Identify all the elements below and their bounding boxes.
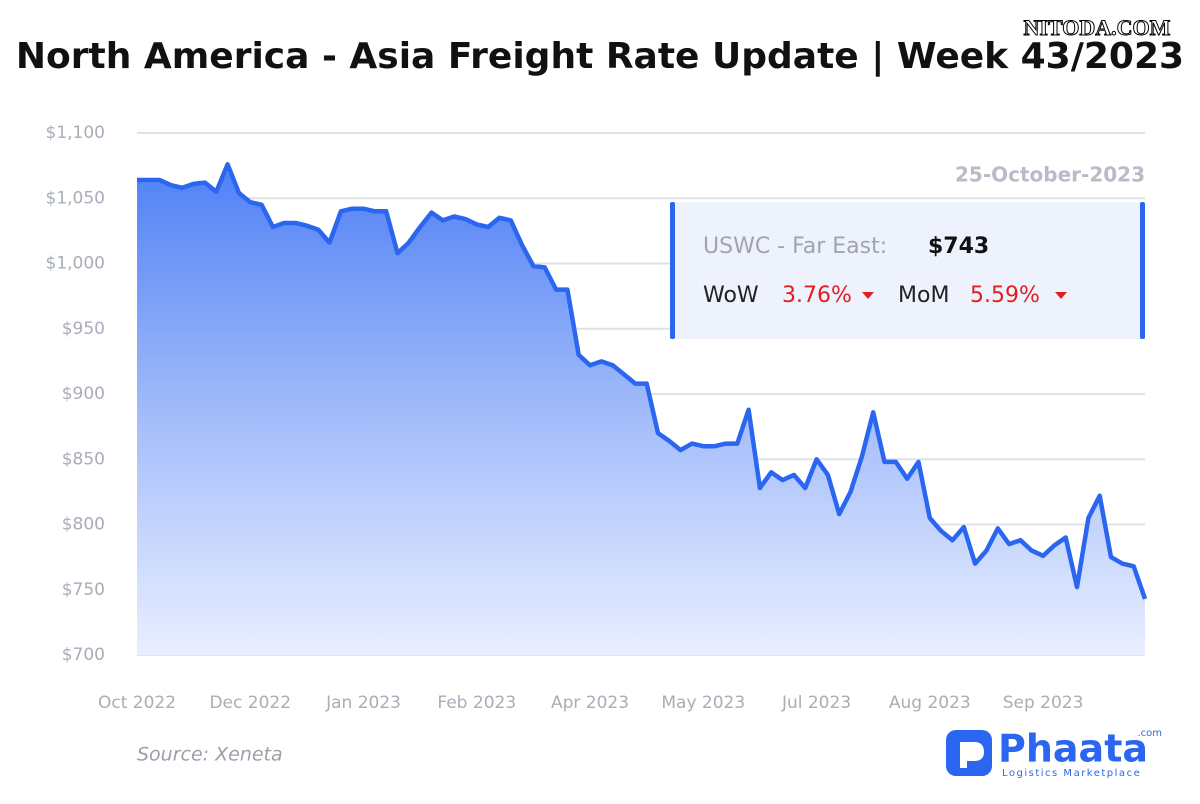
info-panel (672, 202, 1145, 339)
y-tick-label: $1,050 (46, 188, 105, 208)
brand-suffix: .com (1137, 728, 1162, 739)
wow-label: WoW (703, 283, 759, 308)
x-tick-label: Jul 2023 (781, 693, 851, 713)
info-box: 25-October-2023 USWC - Far East: $743 Wo… (670, 163, 1145, 339)
x-tick-label: Dec 2022 (209, 693, 291, 713)
x-tick-label: Feb 2023 (437, 693, 516, 713)
mom-label: MoM (898, 283, 949, 308)
rate-value: $743 (928, 234, 989, 259)
brand-tagline: Logistics Marketplace (1002, 768, 1141, 779)
source: Source: Xeneta (137, 744, 283, 766)
logo-p (960, 742, 984, 768)
info-border (1140, 202, 1145, 339)
x-tick-label: Apr 2023 (551, 693, 629, 713)
x-tick-label: Oct 2022 (98, 693, 176, 713)
area (137, 164, 1145, 656)
y-tick-label: $950 (62, 319, 105, 339)
x-tick-label: Jan 2023 (325, 693, 401, 713)
y-tick-label: $700 (62, 645, 105, 665)
x-tick-label: Sep 2023 (1003, 693, 1084, 713)
info-border (670, 202, 675, 339)
y-tick-label: $1,000 (46, 254, 105, 274)
y-tick-label: $900 (62, 384, 105, 404)
y-tick-label: $800 (62, 515, 105, 535)
line (137, 162, 1148, 600)
chart-title: North America - Asia Freight Rate Update… (16, 36, 1184, 77)
down-arrow (862, 292, 874, 299)
wow-value: 3.76% (782, 283, 852, 308)
route-label: USWC - Far East: (703, 234, 887, 259)
y-tick-label: $1,100 (46, 123, 105, 143)
mom-value: 5.59% (970, 283, 1040, 308)
x-tick-label: May 2023 (661, 693, 745, 713)
date-label: 25-October-2023 (955, 163, 1145, 187)
x-tick-label: Aug 2023 (889, 693, 971, 713)
y-tick-label: $850 (62, 449, 105, 469)
brand-logo: Phaata .com Logistics Marketplace (946, 727, 1162, 779)
watermark: NITODA.COM (1024, 15, 1171, 40)
down-arrow (1055, 292, 1067, 299)
y-tick-label: $750 (62, 580, 105, 600)
brand-name: Phaata (998, 727, 1148, 771)
